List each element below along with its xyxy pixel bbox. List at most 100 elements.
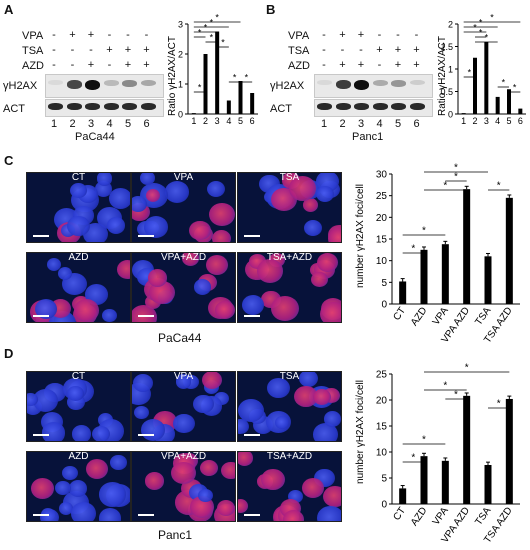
blot-label-act-b: ACT: [270, 103, 292, 115]
treatment-mark: +: [357, 59, 365, 71]
bar: [505, 398, 513, 504]
cell-line-label-a: PaCa44: [75, 131, 115, 143]
bar: [399, 488, 407, 504]
actin-band: [140, 103, 156, 110]
nucleus: [116, 260, 130, 279]
nucleus: [39, 508, 59, 521]
micrograph-caption: VPA: [173, 371, 194, 382]
lane-number: 2: [339, 118, 346, 130]
x-tick-label: VPA: [431, 305, 451, 327]
nucleus: [96, 173, 113, 186]
micrograph-caption: TSA+AZD: [266, 252, 313, 263]
nucleus: [215, 300, 235, 319]
nucleus: [132, 195, 147, 213]
nucleus: [68, 480, 87, 497]
significance-star: *: [210, 33, 214, 43]
bar: [250, 93, 255, 114]
significance-star: *: [485, 33, 489, 43]
nucleus: [267, 377, 290, 399]
nucleus: [145, 472, 165, 490]
significance-star: *: [233, 73, 237, 83]
bar: [226, 100, 231, 114]
nucleus: [238, 398, 264, 422]
row-label-tsa: TSA: [22, 45, 44, 57]
bar: [420, 456, 428, 504]
actin-band: [317, 103, 332, 110]
lane-number: 4: [376, 118, 383, 130]
nucleus: [271, 295, 299, 321]
row-label-vpa-b: VPA: [288, 30, 310, 42]
micrograph-caption: CT: [71, 371, 86, 382]
actin-band: [372, 103, 388, 110]
significance-star: *: [215, 13, 219, 23]
nucleus: [190, 496, 215, 518]
significance-star: *: [422, 226, 426, 237]
bar: [441, 244, 449, 304]
y-tick-label: 30: [376, 170, 388, 181]
treatment-mark: -: [52, 44, 56, 56]
y-tick-label: 3: [178, 20, 183, 30]
nucleus: [58, 501, 74, 515]
h2ax-band: [409, 80, 425, 86]
nucleus: [323, 411, 341, 428]
micrograph-caption: TSA: [279, 172, 300, 183]
lane-number: 1: [320, 118, 328, 130]
treatment-mark: +: [87, 59, 95, 71]
nucleus: [241, 295, 264, 315]
h2ax-band: [354, 80, 369, 90]
significance-star: *: [502, 78, 506, 88]
chart-b: Ratio γH2AX/ACT 00.511.521 2 3 4 5 6*** * *** *: [437, 13, 526, 126]
micrograph-tsa: TSA: [237, 371, 342, 442]
treatment-mark: +: [339, 59, 346, 71]
nucleus: [34, 299, 58, 320]
nucleus: [55, 481, 72, 496]
panel-letter-b: B: [266, 2, 276, 17]
treatment-mark: +: [124, 59, 132, 71]
panel-letter-c: C: [4, 153, 14, 168]
treatment-mark: -: [89, 44, 93, 56]
y-tick-label: 1.5: [440, 42, 453, 52]
nucleus: [173, 413, 195, 434]
nucleus: [302, 478, 325, 499]
micrograph-caption: VPA+AZD: [160, 451, 207, 462]
micrograph-caption: TSA: [279, 371, 300, 382]
lane-number: 5: [124, 118, 132, 130]
bar: [484, 465, 492, 504]
significance-star: *: [465, 363, 469, 374]
actin-band: [354, 103, 369, 110]
nucleus: [132, 304, 158, 322]
lane-number: 3: [87, 118, 95, 130]
treatment-mark: +: [143, 59, 150, 71]
h2ax-band: [66, 80, 82, 89]
bar: [463, 189, 471, 304]
bar: [399, 281, 407, 304]
x-tick-label: 2: [472, 116, 477, 126]
nucleus: [67, 386, 84, 402]
micrograph-caption: VPA: [173, 172, 194, 183]
scale-bar: [138, 514, 154, 516]
nucleus: [288, 176, 317, 201]
y-tick-label: 0: [381, 300, 387, 311]
treatment-mark: -: [52, 29, 56, 41]
treatment-mark: +: [69, 29, 76, 41]
panel-letter-a: A: [4, 2, 14, 17]
y-tick-label: 1: [448, 65, 453, 75]
bar: [495, 96, 500, 114]
h2ax-band: [372, 80, 388, 87]
bar: [473, 57, 477, 114]
chart-a-ylabel: Ratio γH2AX/ACT: [167, 36, 178, 116]
x-tick-label: 4: [495, 116, 500, 126]
nucleus: [200, 460, 218, 476]
nucleus: [145, 188, 161, 202]
micrograph-ct: CT: [26, 371, 131, 442]
treatment-mark: -: [144, 29, 149, 41]
scale-bar: [33, 514, 49, 516]
x-tick-label: 3: [215, 116, 220, 126]
row-label-azd: AZD: [22, 60, 44, 72]
nucleus: [313, 389, 331, 406]
treatment-mark: +: [413, 59, 420, 71]
y-tick-label: 0: [381, 500, 387, 511]
